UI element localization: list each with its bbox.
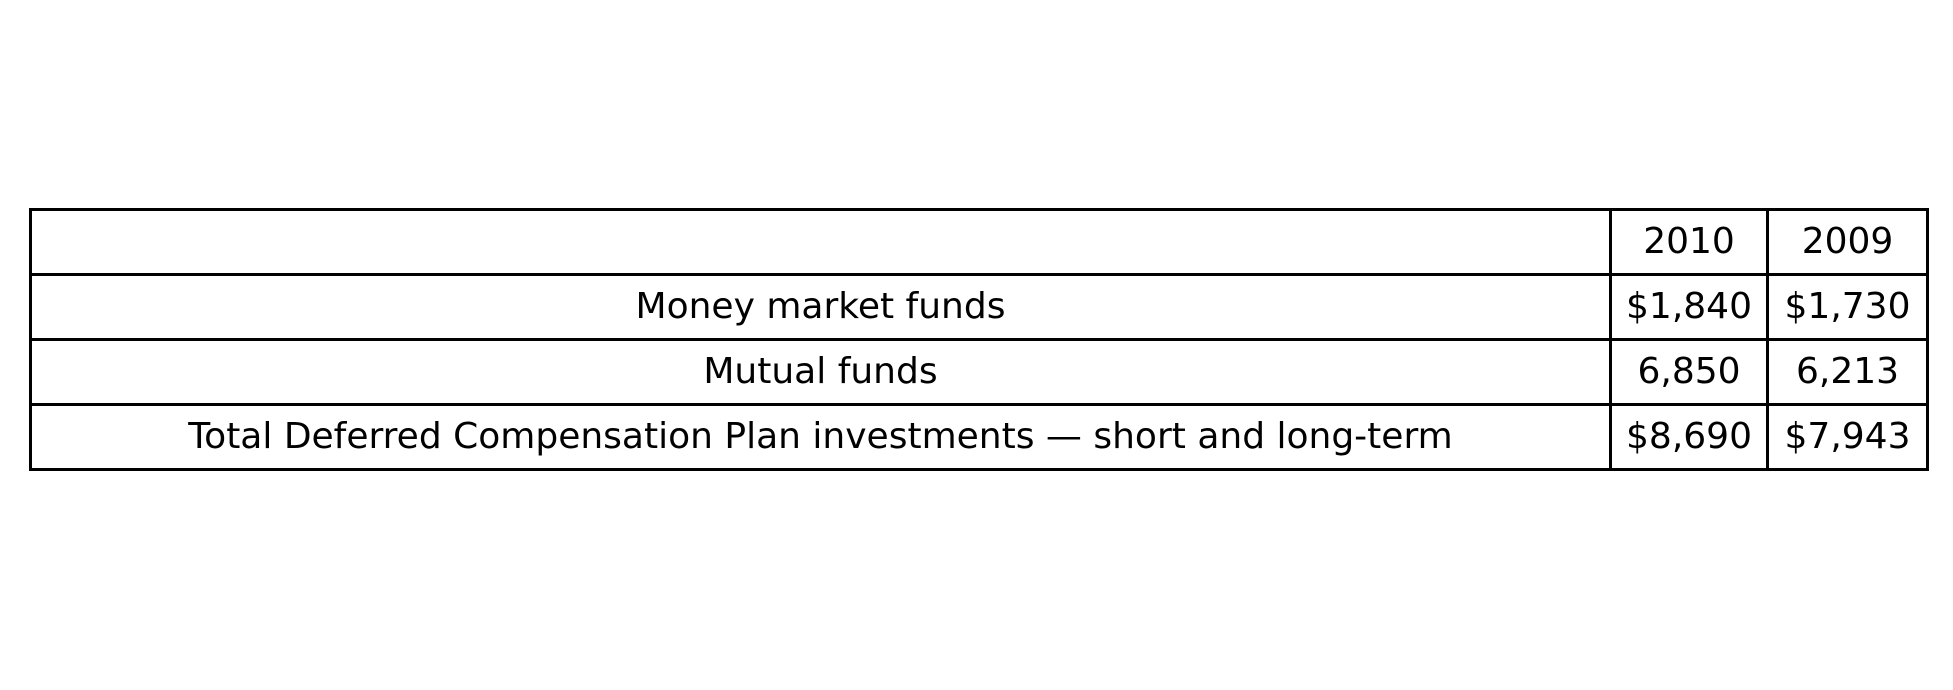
value-2010: $8,690 xyxy=(1611,405,1768,470)
header-cell-2009: 2009 xyxy=(1768,210,1928,275)
deferred-compensation-table: 2010 2009 Money market funds $1,840 $1,7… xyxy=(29,208,1929,471)
header-row: 2010 2009 xyxy=(31,210,1928,275)
value-2009: 6,213 xyxy=(1768,340,1928,405)
value-2010: 6,850 xyxy=(1611,340,1768,405)
row-label: Money market funds xyxy=(31,275,1611,340)
header-cell-2010: 2010 xyxy=(1611,210,1768,275)
total-row: Total Deferred Compensation Plan investm… xyxy=(31,405,1928,470)
value-2009: $7,943 xyxy=(1768,405,1928,470)
row-label: Total Deferred Compensation Plan investm… xyxy=(31,405,1611,470)
row-label: Mutual funds xyxy=(31,340,1611,405)
table-row: Money market funds $1,840 $1,730 xyxy=(31,275,1928,340)
table-row: Mutual funds 6,850 6,213 xyxy=(31,340,1928,405)
value-2010: $1,840 xyxy=(1611,275,1768,340)
value-2009: $1,730 xyxy=(1768,275,1928,340)
header-cell-label xyxy=(31,210,1611,275)
